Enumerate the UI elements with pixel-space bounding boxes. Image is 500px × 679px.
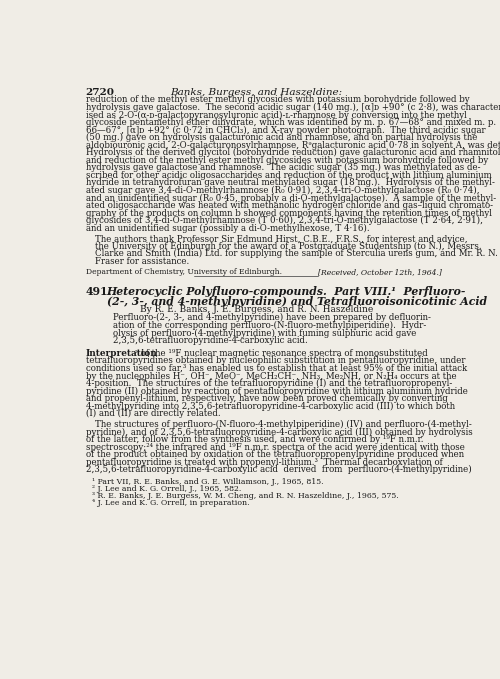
Text: pentafluoropyridine is treated with propenyl-lithium.³  Thermal decarboxylation : pentafluoropyridine is treated with prop… <box>86 458 443 466</box>
Text: of the latter, follow from the synthesis used, and were confirmed by ¹⁹F n.m.r.: of the latter, follow from the synthesis… <box>86 435 423 444</box>
Text: and an unidentified sugar (possibly a di-O-methylhexose, T 4·16).: and an unidentified sugar (possibly a di… <box>86 223 370 233</box>
Text: (2-, 3-, and 4-methylpyridine) and Tetrafluoroisonicotinic Acid: (2-, 3-, and 4-methylpyridine) and Tetra… <box>106 295 487 307</box>
Text: olysis of perfluoro-(4-methylpyridine) with fuming sulphuric acid gave: olysis of perfluoro-(4-methylpyridine) w… <box>113 329 416 337</box>
Text: tetrafluoropyridines obtained by nucleophilic substitution in pentafluoropyridin: tetrafluoropyridines obtained by nucleop… <box>86 356 465 365</box>
Text: ² J. Lee and K. G. Orrell, J., 1965, 582.: ² J. Lee and K. G. Orrell, J., 1965, 582… <box>92 485 242 493</box>
Text: glycosides of 3,4-di-O-methylrhamnose (T 0·60), 2,3,4-tri-O-methylgalactose (T 2: glycosides of 3,4-di-O-methylrhamnose (T… <box>86 216 483 225</box>
Text: ³ R. E. Banks, J. E. Burgess, W. M. Cheng, and R. N. Haszeldine, J., 1965, 575.: ³ R. E. Banks, J. E. Burgess, W. M. Chen… <box>92 492 398 500</box>
Text: ated oligosaccharide was heated with methanolic hydrogen chloride and gas–liquid: ated oligosaccharide was heated with met… <box>86 201 493 210</box>
Text: of the product obtained by oxidation of the tetrafluoropropenylpyridine produced: of the product obtained by oxidation of … <box>86 450 464 459</box>
Text: 2,3,5,6-tetrafluoropyridine-4-carboxylic acid  derived  from  perfluoro-(4-methy: 2,3,5,6-tetrafluoropyridine-4-carboxylic… <box>86 465 471 475</box>
Text: Hydrolysis of the derived glycitol (borohydride reduction) gave galacturonic aci: Hydrolysis of the derived glycitol (boro… <box>86 148 500 158</box>
Text: hydride in tetrahydrofuran gave neutral methylated sugar (18 mg.).  Hydrolysis o: hydride in tetrahydrofuran gave neutral … <box>86 179 494 187</box>
Text: by the nucleophiles H⁻, OH⁻, MeO⁻, MeCH₂CH⁻, NH₃, Me₂NH, or N₂H₄ occurs at the: by the nucleophiles H⁻, OH⁻, MeO⁻, MeCH₂… <box>86 371 457 380</box>
Text: pyridine), and of 2,3,5,6-tetrafluoropyridine-4-carboxylic acid (III) obtained b: pyridine), and of 2,3,5,6-tetrafluoropyr… <box>86 428 472 437</box>
Text: Banks, Burgess, and Haszeldine:: Banks, Burgess, and Haszeldine: <box>170 88 342 96</box>
Text: spectroscopy;²⁴ the infrared and ¹⁹F n.m.r. spectra of the acid were identical w: spectroscopy;²⁴ the infrared and ¹⁹F n.m… <box>86 443 465 452</box>
Text: glycoside pentamethyl ether dihydrate, which was identified by m. p. 67—68° and : glycoside pentamethyl ether dihydrate, w… <box>86 118 496 127</box>
Text: and an unidentified sugar (R₀ 0·45, probably a di-O-methylgalactose).  A sample : and an unidentified sugar (R₀ 0·45, prob… <box>86 194 496 202</box>
Text: 2,3,5,6-tetrafluoropyridine-4-carboxylic acid.: 2,3,5,6-tetrafluoropyridine-4-carboxylic… <box>113 336 308 345</box>
Text: ²: ² <box>134 350 137 358</box>
Text: the University of Edinburgh for the award of a Postgraduate Studentship (to N.),: the University of Edinburgh for the awar… <box>95 242 481 251</box>
Text: Heterocyclic Polyfluoro-compounds.  Part VIII.¹  Perfluoro-: Heterocyclic Polyfluoro-compounds. Part … <box>106 286 466 297</box>
Text: ⁴ J. Lee and K. G. Orrell, in preparation.: ⁴ J. Lee and K. G. Orrell, in preparatio… <box>92 499 250 507</box>
Text: 491.: 491. <box>86 286 112 297</box>
Text: and reduction of the methyl ester methyl glycosides with potassium borohydride f: and reduction of the methyl ester methyl… <box>86 155 488 165</box>
Text: hydrolysis gave galactose and rhamnose.  The acidic sugar (35 mg.) was methylate: hydrolysis gave galactose and rhamnose. … <box>86 163 480 172</box>
Text: (I) and (II) are directly related.: (I) and (II) are directly related. <box>86 409 220 418</box>
Text: [Received, October 12th, 1964.]: [Received, October 12th, 1964.] <box>318 268 442 276</box>
Text: reduction of the methyl ester methyl glycosides with potassium borohydride follo: reduction of the methyl ester methyl gly… <box>86 95 469 105</box>
Text: aldobiouronic acid, 2-O-galacturonosylrhamnose, Rᵊgalacturonic acid 0·78 in solv: aldobiouronic acid, 2-O-galacturonosylrh… <box>86 141 500 149</box>
Text: Interpretation: Interpretation <box>86 349 158 358</box>
Text: The structures of perfluoro-(N-fluoro-4-methylpiperidine) (IV) and perfluoro-(4-: The structures of perfluoro-(N-fluoro-4-… <box>95 420 472 429</box>
Text: (50 mg.) gave on hydrolysis galacturonic acid and rhamnose, and on partial hydro: (50 mg.) gave on hydrolysis galacturonic… <box>86 133 477 142</box>
Text: of the ¹⁹F nuclear magnetic resonance spectra of monosubstituted: of the ¹⁹F nuclear magnetic resonance sp… <box>138 349 428 358</box>
Text: ated sugar gave 3,4-di-O-methylrhamnose (R₀ 0·91), 2,3,4-tri-O-methylgalactose (: ated sugar gave 3,4-di-O-methylrhamnose … <box>86 186 479 195</box>
Text: 66—67°, [α]ᴅ +92° (c 0·72 in CHCl₃), and X-ray powder photograph.  The third aci: 66—67°, [α]ᴅ +92° (c 0·72 in CHCl₃), and… <box>86 126 485 134</box>
Text: graphy of the products on column b showed components having the retention times : graphy of the products on column b showe… <box>86 208 492 217</box>
Text: and propenyl-lithium, respectively, have now been proved chemically by convertin: and propenyl-lithium, respectively, have… <box>86 394 448 403</box>
Text: Fraser for assistance.: Fraser for assistance. <box>95 257 190 266</box>
Text: 2720: 2720 <box>86 88 115 96</box>
Text: Perfluoro-(2-, 3-, and 4-methylpyridine) have been prepared by defluorin-: Perfluoro-(2-, 3-, and 4-methylpyridine)… <box>113 313 431 323</box>
Text: scribed for other acidic oligosaccharides and reduction of the product with lith: scribed for other acidic oligosaccharide… <box>86 171 492 180</box>
Text: Clarke and Smith (India) Ltd. for supplying the sample of Sterculia urens gum, a: Clarke and Smith (India) Ltd. for supply… <box>95 249 498 259</box>
Text: By R. E. Banks, J. E. Burgess, and R. N. Haszeldine: By R. E. Banks, J. E. Burgess, and R. N.… <box>140 305 373 314</box>
Text: hydrolysis gave galactose.  The second acidic sugar (140 mg.), [α]ᴅ +90° (c 2·8): hydrolysis gave galactose. The second ac… <box>86 103 500 112</box>
Text: 4-methylpyridine into 2,3,5,6-tetrafluoropyridine-4-carboxylic acid (III) to whi: 4-methylpyridine into 2,3,5,6-tetrafluor… <box>86 402 455 411</box>
Text: ¹ Part VII, R. E. Banks, and G. E. Williamson, J., 1965, 815.: ¹ Part VII, R. E. Banks, and G. E. Willi… <box>92 478 324 486</box>
Text: pyridine (II) obtained by reaction of pentafluoropyridine with lithium aluminium: pyridine (II) obtained by reaction of pe… <box>86 386 468 396</box>
Text: The authors thank Professor Sir Edmund Hirst, C.B.E., F.R.S., for interest and a: The authors thank Professor Sir Edmund H… <box>95 234 468 243</box>
Text: Department of Chemistry, University of Edinburgh.: Department of Chemistry, University of E… <box>86 268 282 276</box>
Text: 4-position.  The structures of the tetrafluoropyridine (I) and the tetrafluoropr: 4-position. The structures of the tetraf… <box>86 379 452 388</box>
Text: ation of the corresponding perfluoro-(N-fluoro-methylpiperidine).  Hydr-: ation of the corresponding perfluoro-(N-… <box>113 321 426 330</box>
Text: ised as 2-O-(α-ᴅ-galactopyranosyluronic acid)-ʟ-rhamnose by conversion into the : ised as 2-O-(α-ᴅ-galactopyranosyluronic … <box>86 111 467 120</box>
Text: conditions used so far,³ has enabled us to establish that at least 95% of the in: conditions used so far,³ has enabled us … <box>86 364 467 373</box>
